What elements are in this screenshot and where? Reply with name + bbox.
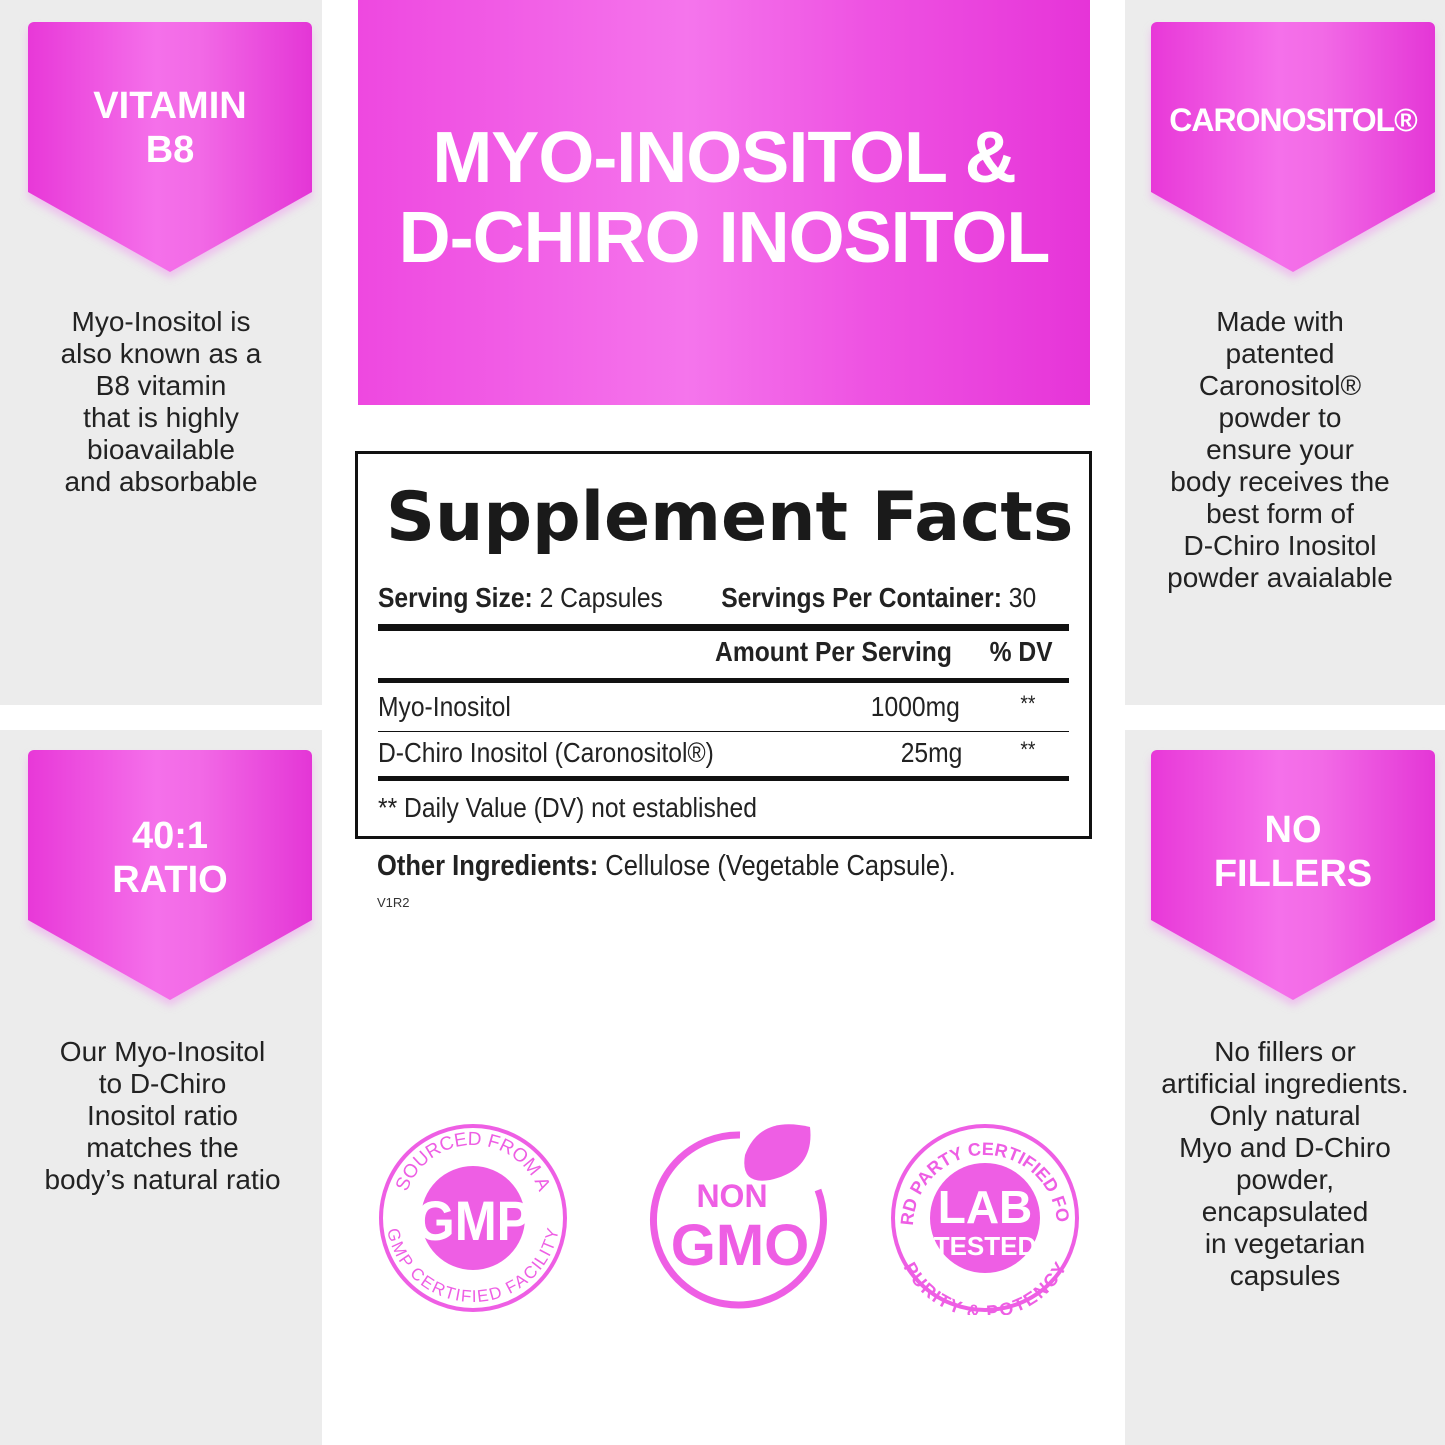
other-ingredients: Other Ingredients: Cellulose (Vegetable … [377, 850, 956, 882]
version-code: V1R2 [377, 895, 410, 910]
svg-text:GMP: GMP [416, 1191, 531, 1253]
svg-text:GMO: GMO [671, 1213, 810, 1278]
pennant-title: B8 [145, 129, 195, 171]
table-row: Myo-Inositol 1000mg ** [378, 691, 1036, 722]
vitamin-b8-description: Myo-Inositol is also known as a B8 vitamin… [60, 306, 262, 497]
pennant-title: VITAMIN [93, 85, 247, 127]
table-row: D-Chiro Inositol (Caronositol®) 25mg ** [378, 737, 1036, 768]
caronositol-description: Made with patented Caronositol® powder to en… [1167, 306, 1393, 593]
ratio-description: Our Myo-Inositol to D-Chiro Inositol ratio… [44, 1036, 281, 1195]
footnote: ** Daily Value (DV) not established [378, 792, 757, 823]
ratio-pennant: 40:1 RATIO [28, 750, 312, 1000]
svg-text:TESTED: TESTED [934, 1231, 1037, 1261]
serving-info: Serving Size: 2 Capsules Servings Per Con… [378, 582, 1037, 613]
svg-text:NON: NON [696, 1178, 767, 1214]
product-title: MYO-INOSITOL & D-CHIRO INOSITOL [398, 118, 1051, 278]
svg-text:LAB: LAB [938, 1181, 1033, 1233]
supplement-facts-panel: Supplement Facts Serving Size: 2 Capsule… [355, 451, 1092, 839]
vitamin-b8-pennant: VITAMIN B8 [28, 22, 312, 272]
title-banner: MYO-INOSITOL & D-CHIRO INOSITOL [358, 0, 1090, 405]
caronositol-pennant: CARONOSITOL® [1151, 22, 1435, 272]
non-gmo-badge-icon: NON GMO [649, 1124, 827, 1309]
supplement-facts-title: Supplement Facts [386, 478, 1074, 557]
no-fillers-description: No fillers or artificial ingredients. Only… [1161, 1036, 1409, 1291]
lab-tested-badge-icon: 3RD PARTY CERTIFIED FOR PURITY & POTENCY… [885, 1115, 1079, 1315]
no-fillers-pennant: NO FILLERS [1151, 750, 1435, 1000]
gmp-badge-icon: SOURCED FROM A GMP CERTIFIED FACILITY GM… [379, 1124, 567, 1312]
